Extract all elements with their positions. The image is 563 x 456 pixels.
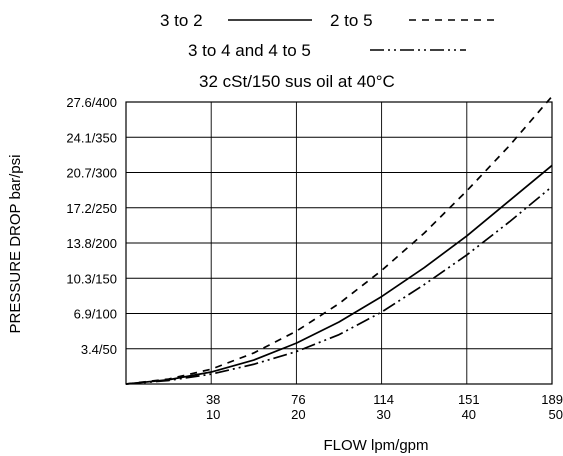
y-axis-label: PRESSURE DROP bar/psi	[7, 155, 24, 334]
series-line-2	[125, 185, 553, 385]
x-tick-label-lpm-4: 189	[541, 392, 563, 407]
y-tick-labels: 3.4/50 6.9/100 10.3/150 13.8/200 17.2/250 20.…	[66, 95, 117, 357]
y-tick-label-0: 3.4/50	[81, 342, 117, 357]
series-lines	[125, 95, 553, 385]
x-tick-label-gpm-0: 10	[206, 407, 220, 422]
x-tick-label-gpm-3: 40	[462, 407, 476, 422]
y-tick-label-3: 13.8/200	[66, 236, 117, 251]
x-tick-label-gpm-2: 30	[376, 407, 390, 422]
x-tick-label-lpm-0: 38	[206, 392, 220, 407]
series-line-1	[125, 95, 553, 385]
y-tick-label-2: 10.3/150	[66, 271, 117, 286]
y-tick-label-4: 17.2/250	[66, 201, 117, 216]
chart-subtitle: 32 cSt/150 sus oil at 40°C	[199, 72, 395, 91]
legend: 3 to 2 2 to 5 3 to 4 and 4 to 5	[160, 11, 500, 60]
x-tick-label-gpm-4: 50	[549, 407, 563, 422]
legend-label-3-to-4-and-4-to-5: 3 to 4 and 4 to 5	[188, 41, 311, 60]
x-axis-label: FLOW lpm/gpm	[323, 437, 428, 454]
x-tick-label-lpm-1: 76	[291, 392, 305, 407]
plot-area-frame	[125, 101, 553, 385]
y-tick-label-5: 20.7/300	[66, 166, 117, 181]
y-tick-label-6: 24.1/350	[66, 130, 117, 145]
y-tick-label-7: 27.6/400	[66, 95, 117, 110]
x-tick-label-gpm-1: 20	[291, 407, 305, 422]
legend-label-3-to-2: 3 to 2	[160, 11, 203, 30]
legend-label-2-to-5: 2 to 5	[330, 11, 373, 30]
y-tick-label-1: 6.9/100	[74, 307, 117, 322]
x-tick-label-lpm-2: 114	[373, 392, 394, 407]
grid	[126, 101, 553, 384]
x-tick-label-lpm-3: 151	[458, 392, 480, 407]
series-line-0	[125, 164, 553, 385]
